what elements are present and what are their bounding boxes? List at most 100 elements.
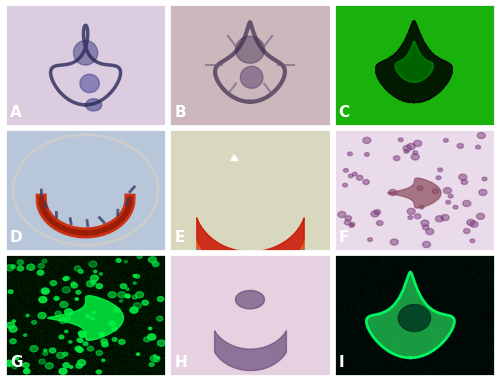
Circle shape	[83, 342, 88, 345]
Circle shape	[90, 275, 98, 281]
Polygon shape	[240, 66, 263, 88]
Circle shape	[458, 174, 467, 180]
Circle shape	[124, 260, 128, 263]
Circle shape	[92, 311, 96, 314]
Circle shape	[74, 266, 81, 271]
Circle shape	[348, 174, 353, 178]
Circle shape	[426, 229, 434, 235]
Circle shape	[39, 359, 46, 364]
Circle shape	[345, 216, 352, 221]
Circle shape	[78, 331, 85, 336]
Circle shape	[76, 338, 82, 342]
Text: D: D	[10, 230, 22, 245]
Circle shape	[96, 350, 102, 355]
Circle shape	[46, 363, 54, 369]
Text: H: H	[174, 355, 187, 370]
Circle shape	[102, 359, 105, 361]
Circle shape	[482, 177, 487, 181]
Circle shape	[26, 314, 29, 317]
Circle shape	[71, 283, 78, 288]
Circle shape	[37, 270, 44, 275]
Circle shape	[100, 273, 102, 275]
Circle shape	[108, 292, 116, 298]
Circle shape	[349, 224, 354, 227]
Circle shape	[422, 225, 429, 230]
Circle shape	[101, 339, 107, 344]
Circle shape	[118, 339, 125, 344]
Circle shape	[356, 175, 363, 180]
Circle shape	[60, 301, 68, 307]
Circle shape	[109, 321, 116, 326]
Circle shape	[64, 276, 70, 280]
Circle shape	[344, 220, 350, 225]
Circle shape	[152, 262, 159, 266]
Circle shape	[133, 274, 136, 277]
Circle shape	[63, 277, 68, 281]
Circle shape	[17, 260, 24, 265]
Circle shape	[38, 312, 46, 318]
Circle shape	[91, 317, 94, 320]
Circle shape	[476, 213, 484, 219]
Polygon shape	[388, 178, 441, 208]
Polygon shape	[236, 290, 264, 309]
Circle shape	[414, 140, 422, 147]
Circle shape	[12, 320, 16, 322]
Circle shape	[96, 370, 101, 374]
Circle shape	[478, 132, 486, 139]
Circle shape	[64, 309, 72, 315]
Circle shape	[476, 145, 480, 149]
Circle shape	[64, 330, 68, 333]
Circle shape	[66, 317, 70, 320]
Circle shape	[9, 326, 17, 332]
Circle shape	[89, 261, 97, 267]
Circle shape	[137, 255, 142, 259]
Circle shape	[59, 335, 64, 339]
Circle shape	[156, 356, 160, 359]
Circle shape	[470, 239, 475, 243]
Circle shape	[408, 216, 413, 219]
Circle shape	[55, 311, 62, 316]
Circle shape	[403, 145, 411, 151]
Circle shape	[126, 288, 129, 290]
Circle shape	[10, 339, 16, 344]
Circle shape	[148, 327, 152, 330]
Polygon shape	[80, 74, 100, 93]
Circle shape	[132, 295, 137, 299]
Circle shape	[78, 339, 83, 342]
Circle shape	[158, 340, 166, 346]
Circle shape	[10, 265, 16, 268]
Circle shape	[70, 366, 72, 368]
Circle shape	[448, 194, 453, 198]
Polygon shape	[74, 41, 98, 65]
Circle shape	[148, 334, 156, 340]
Circle shape	[50, 348, 56, 353]
Circle shape	[404, 150, 409, 153]
Circle shape	[97, 370, 102, 374]
Polygon shape	[395, 41, 434, 82]
Circle shape	[118, 292, 126, 298]
Circle shape	[156, 316, 163, 321]
Circle shape	[457, 144, 464, 148]
Circle shape	[112, 337, 117, 341]
Circle shape	[363, 137, 371, 144]
Circle shape	[421, 220, 429, 226]
Circle shape	[116, 259, 121, 262]
Circle shape	[75, 298, 78, 300]
Circle shape	[150, 363, 154, 366]
Circle shape	[470, 221, 478, 227]
Circle shape	[86, 281, 94, 287]
Circle shape	[125, 294, 130, 298]
Circle shape	[388, 189, 396, 196]
Circle shape	[126, 295, 130, 298]
Circle shape	[86, 314, 90, 318]
Circle shape	[27, 264, 35, 270]
Circle shape	[63, 352, 68, 356]
Circle shape	[43, 290, 48, 293]
Circle shape	[114, 307, 120, 312]
Circle shape	[364, 153, 370, 156]
Circle shape	[444, 139, 448, 142]
Polygon shape	[86, 99, 102, 111]
Circle shape	[441, 214, 449, 221]
Circle shape	[22, 363, 29, 367]
Text: F: F	[338, 230, 349, 245]
